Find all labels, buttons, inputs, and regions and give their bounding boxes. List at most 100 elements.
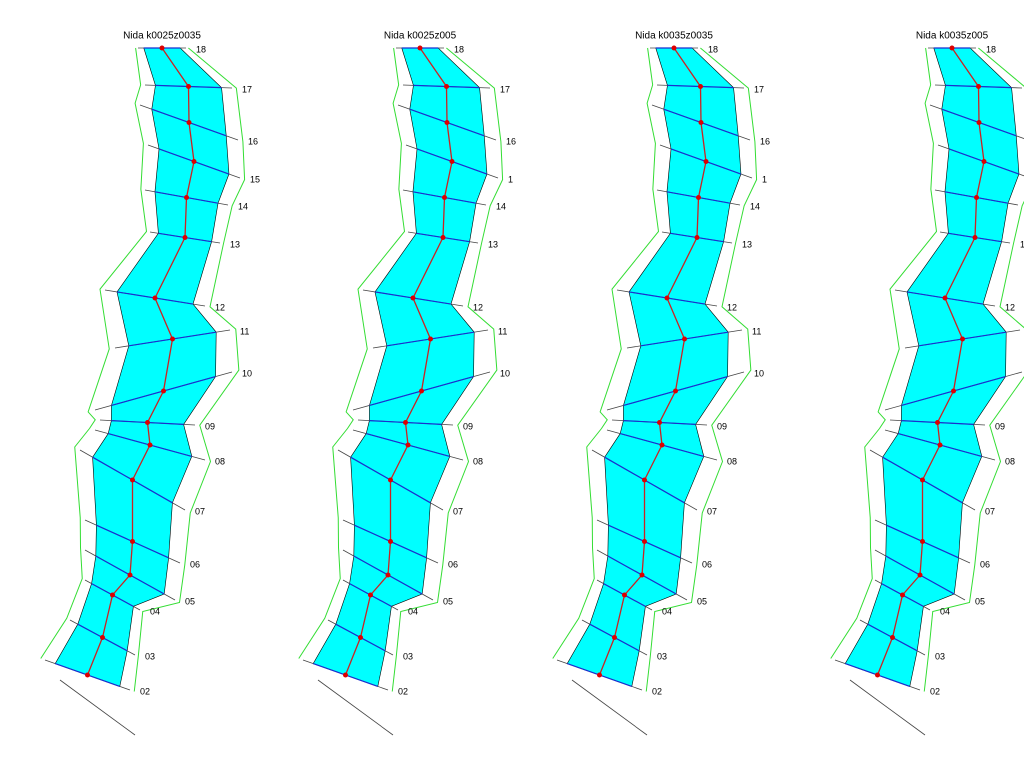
thalweg-point xyxy=(130,477,135,483)
section-label: 06 xyxy=(702,559,712,569)
thalweg-point xyxy=(440,235,446,240)
section-label: 09 xyxy=(995,421,1005,431)
thalweg-point xyxy=(191,159,197,164)
section-label: 05 xyxy=(975,596,985,606)
panel: Nida k0035z00518171413121110908070605040… xyxy=(830,31,1024,736)
section-label: 14 xyxy=(496,201,506,211)
section-label: 11 xyxy=(752,326,761,336)
section-label: 11 xyxy=(240,326,249,336)
section-label: 17 xyxy=(500,84,510,94)
thalweg-point xyxy=(449,159,455,164)
panel: Nida k0025z005 18 17 16 1 14 13 12 11 10 09 08 07 06 0… xyxy=(298,31,516,736)
thalweg-point xyxy=(100,635,105,640)
thalweg-point xyxy=(682,336,687,342)
thalweg-point xyxy=(949,45,955,51)
thalweg-point xyxy=(622,592,627,598)
section-label: 03 xyxy=(657,651,667,661)
section-label: 16 xyxy=(248,136,258,146)
water-area xyxy=(844,47,1020,687)
thalweg-point xyxy=(976,84,981,89)
thalweg-point xyxy=(612,635,617,640)
thalweg-point xyxy=(703,159,709,164)
thalweg-point xyxy=(900,592,905,598)
thalweg-point xyxy=(85,672,90,678)
section-label: 04 xyxy=(408,606,418,616)
thalweg-point xyxy=(920,477,925,483)
section-label: 06 xyxy=(980,559,990,569)
bank-line xyxy=(830,47,938,659)
thalweg-point xyxy=(182,235,188,240)
section-label: 13 xyxy=(1020,239,1024,249)
thalweg-point xyxy=(152,295,158,301)
thalweg-point xyxy=(942,295,948,301)
section-label: 06 xyxy=(448,559,458,569)
thalweg-point xyxy=(428,336,433,342)
thalweg-point xyxy=(696,195,701,200)
section-label: 16 xyxy=(506,136,516,146)
thalweg-point xyxy=(917,572,923,578)
thalweg-point xyxy=(875,672,880,678)
section-label: 09 xyxy=(205,421,215,431)
thalweg-point xyxy=(698,84,703,89)
section-label: 08 xyxy=(473,456,483,466)
section-label: 05 xyxy=(697,596,707,606)
section-label: 17 xyxy=(754,84,764,94)
section-label: 02 xyxy=(652,686,662,696)
section-label: 12 xyxy=(215,302,225,312)
bank-line xyxy=(552,47,660,659)
section-label: 13 xyxy=(742,239,752,249)
bank-line xyxy=(133,47,246,692)
bank-line xyxy=(40,47,148,659)
section-label: 05 xyxy=(185,596,195,606)
thalweg-point xyxy=(657,420,662,425)
thalweg-point xyxy=(145,420,150,425)
thalweg-point xyxy=(673,388,678,394)
section-label: 17 xyxy=(242,84,252,94)
section-label: 11 xyxy=(498,326,507,336)
thalweg-point xyxy=(972,235,978,240)
section-label: 13 xyxy=(230,239,240,249)
section-label: 1 xyxy=(508,174,513,184)
thalweg-point xyxy=(937,442,943,448)
panel: Nida k0025z0035 18 17 16 15 14 13 12 11 10 09 08 07 0… xyxy=(40,31,260,736)
thalweg-point xyxy=(161,388,166,394)
thalweg-point xyxy=(976,120,982,125)
thalweg-point xyxy=(388,477,393,483)
thalweg-point xyxy=(960,336,965,342)
panel-title: Nida k0035z0035 xyxy=(635,31,713,42)
section-label: 03 xyxy=(935,651,945,661)
section-label: 02 xyxy=(398,686,408,696)
section-label: 07 xyxy=(195,506,205,516)
water-area xyxy=(54,47,230,687)
thalweg-point xyxy=(444,120,450,125)
bank-line xyxy=(923,47,1024,692)
thalweg-point xyxy=(419,388,424,394)
bank-line xyxy=(391,47,504,692)
section-label: 10 xyxy=(754,368,764,378)
section-label: 1 xyxy=(762,174,767,184)
section-line xyxy=(849,679,926,736)
section-label: 07 xyxy=(707,506,717,516)
thalweg-point xyxy=(442,195,447,200)
section-label: 03 xyxy=(403,651,413,661)
panel: Nida k0035z0035 18 17 16 1 14 13 12 11 10 09 08 07 06… xyxy=(552,31,770,736)
thalweg-point xyxy=(890,635,895,640)
thalweg-point xyxy=(974,195,979,200)
thalweg-point xyxy=(130,539,135,544)
thalweg-point xyxy=(639,572,645,578)
section-label: 10 xyxy=(500,368,510,378)
thalweg-point xyxy=(410,295,416,301)
thalweg-point xyxy=(385,572,391,578)
section-label: 09 xyxy=(463,421,473,431)
section-line xyxy=(317,679,394,736)
section-line xyxy=(59,679,136,736)
section-label: 18 xyxy=(196,44,206,54)
section-label: 14 xyxy=(238,201,248,211)
thalweg-point xyxy=(405,442,411,448)
section-label: 13 xyxy=(488,239,498,249)
thalweg-point xyxy=(642,477,647,483)
section-label: 04 xyxy=(940,606,950,616)
thalweg-point xyxy=(597,672,602,678)
section-label: 07 xyxy=(985,506,995,516)
